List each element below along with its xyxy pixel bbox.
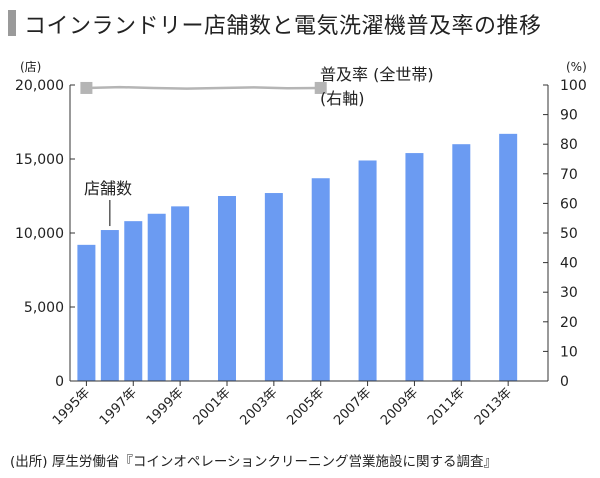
right-tick-label-70: 70 [560, 167, 578, 183]
x-tick-label-2001: 2001年 [191, 385, 234, 428]
right-tick-label-90: 90 [560, 108, 578, 124]
right-axis-unit: (%) [566, 60, 587, 74]
bar-2011 [452, 144, 471, 381]
annotation-rate-label: 普及率 (全世帯) [320, 65, 434, 84]
right-tick-label-20: 20 [560, 315, 578, 331]
bar-1997 [124, 221, 143, 381]
annotation-store-count: 店舗数 [84, 179, 132, 198]
bar-2005 [311, 178, 330, 381]
bar-2009 [405, 153, 424, 381]
line-marker-2005 [314, 81, 327, 94]
right-tick-label-50: 50 [560, 226, 578, 242]
bar-1999 [171, 206, 190, 381]
left-tick-label-15000: 15,000 [15, 152, 64, 168]
x-tick-label-2013: 2013年 [472, 385, 515, 428]
x-tick-label-1995: 1995年 [50, 385, 93, 428]
source-note: (出所) 厚生労働省『コインオペレーションクリーニング営業施設に関する調査』 [10, 454, 498, 470]
x-tick-label-2009: 2009年 [378, 385, 421, 428]
line-adoption-rate [86, 85, 321, 90]
bar-2001 [217, 196, 236, 381]
x-tick-label-2005: 2005年 [284, 385, 327, 428]
right-tick-label-40: 40 [560, 256, 578, 272]
left-tick-label-20000: 20,000 [15, 78, 64, 94]
right-tick-label-60: 60 [560, 196, 578, 212]
annotation-right-axis-note: (右軸) [320, 89, 365, 108]
x-tick-label-2007: 2007年 [331, 385, 374, 428]
bar-1998 [147, 213, 166, 381]
bar-2007 [358, 160, 377, 381]
bar-1995 [77, 244, 96, 381]
chart-title: コインランドリー店舗数と電気洗濯機普及率の推移 [24, 14, 542, 39]
right-tick-label-80: 80 [560, 137, 578, 153]
bar-1996 [100, 230, 119, 381]
right-tick-label-10: 10 [560, 344, 578, 360]
title-marker [8, 10, 16, 36]
bar-2013 [499, 133, 518, 381]
x-tick-label-1999: 1999年 [144, 385, 187, 428]
right-tick-label-100: 100 [560, 78, 587, 94]
x-tick-label-1997: 1997年 [97, 385, 140, 428]
bar-2003 [264, 193, 283, 381]
line-marker-1995 [80, 81, 93, 94]
left-tick-label-10000: 10,000 [15, 226, 64, 242]
left-tick-label-5000: 5,000 [24, 300, 64, 316]
right-tick-label-0: 0 [560, 374, 569, 390]
x-tick-label-2011: 2011年 [425, 385, 468, 428]
left-axis-unit: (店) [20, 60, 41, 74]
right-tick-label-30: 30 [560, 285, 578, 301]
left-tick-label-0: 0 [55, 374, 64, 390]
x-tick-label-2003: 2003年 [237, 385, 280, 428]
